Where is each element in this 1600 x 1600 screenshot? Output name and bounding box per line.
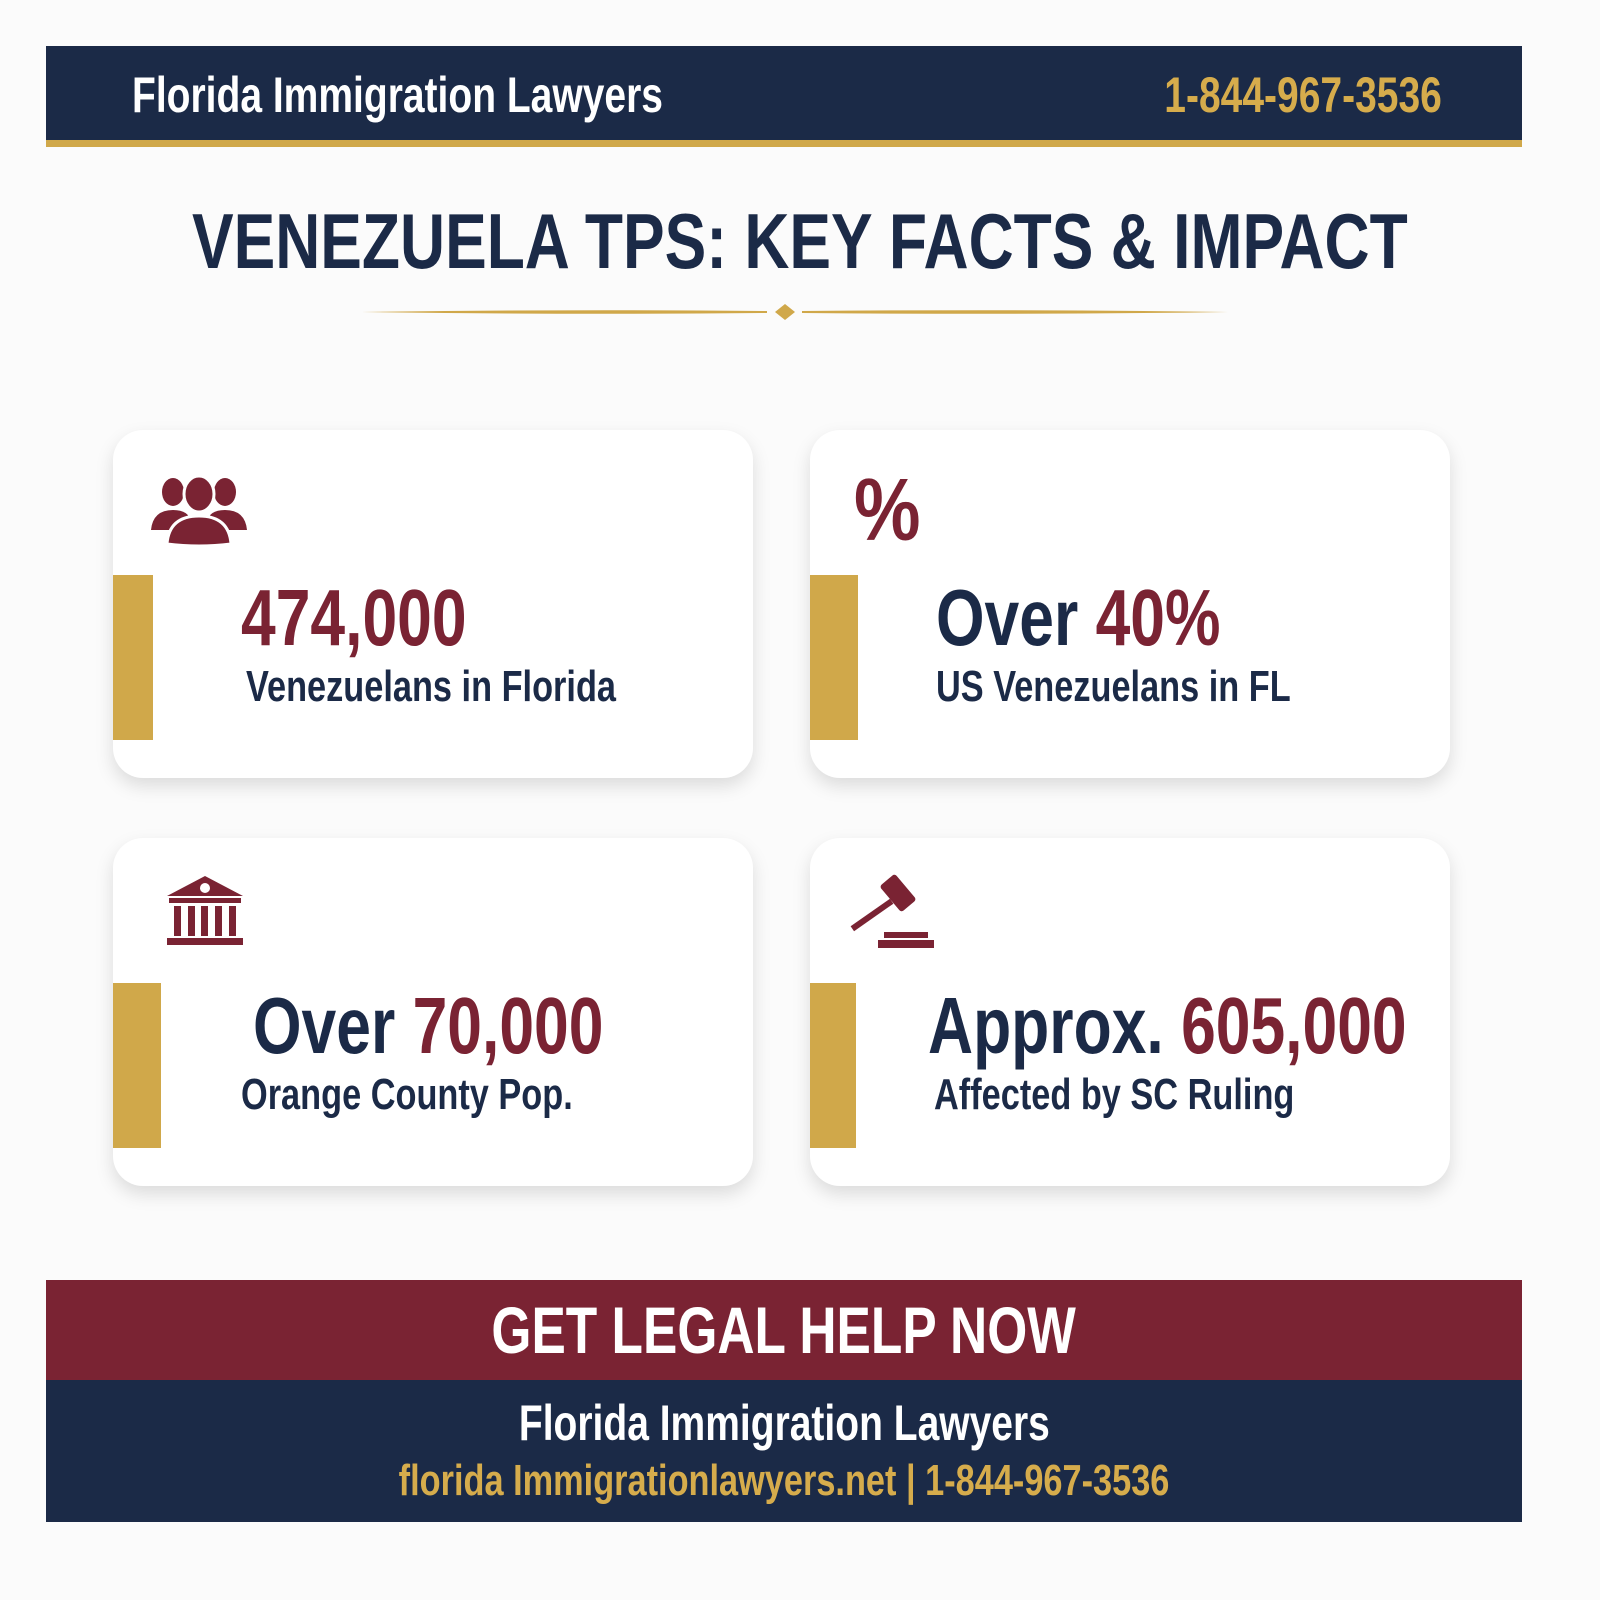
footer-phone[interactable]: 1-844-967-3536 [925,1456,1170,1505]
accent-bar [810,575,858,740]
footer-separator: | [896,1456,926,1505]
people-group-icon [151,474,247,548]
fact-label: US Venezuelans in FL [936,662,1291,711]
accent-bar [113,983,161,1148]
footer-website-link[interactable]: florida Immigrationlawyers.net [398,1456,897,1505]
fact-value: Approx. 605,000 [928,981,1407,1070]
header-phone[interactable]: 1-844-967-3536 [1164,67,1442,123]
gavel-icon [850,874,934,948]
brand-name: Florida Immigration Lawyers [132,67,663,123]
page-title: VENEZUELA TPS: KEY FACTS & IMPACT [192,197,1408,285]
footer-firm-name: Florida Immigration Lawyers [518,1395,1050,1451]
fact-value: 474,000 [241,573,467,662]
fact-value: Over 70,000 [253,981,604,1070]
fact-label: Orange County Pop. [241,1070,573,1119]
get-legal-help-banner[interactable]: GET LEGAL HELP NOW [46,1280,1522,1380]
fact-label: Affected by SC Ruling [934,1070,1295,1119]
percent-icon: % [854,468,921,548]
title-divider [362,304,1228,320]
fact-card-sc-ruling: Approx. 605,000 Affected by SC Ruling [810,838,1450,1186]
footer: Florida Immigration Lawyers florida Immi… [46,1380,1522,1522]
svg-text:%: % [854,468,921,548]
accent-bar [810,983,856,1148]
fact-card-us-venezuelans-fl: % Over 40% US Venezuelans in FL [810,430,1450,778]
accent-bar [113,575,153,740]
fact-card-orange-county: Over 70,000 Orange County Pop. [113,838,753,1186]
fact-card-venezuelans-florida: 474,000 Venezuelans in Florida [113,430,753,778]
fact-value: Over 40% [936,573,1221,662]
fact-label: Venezuelans in Florida [246,662,617,711]
government-building-icon [167,876,243,945]
cta-label[interactable]: GET LEGAL HELP NOW [491,1293,1077,1367]
footer-contact: florida Immigrationlawyers.net | 1-844-9… [399,1456,1170,1506]
header-bar: Florida Immigration Lawyers 1-844-967-35… [46,46,1522,147]
